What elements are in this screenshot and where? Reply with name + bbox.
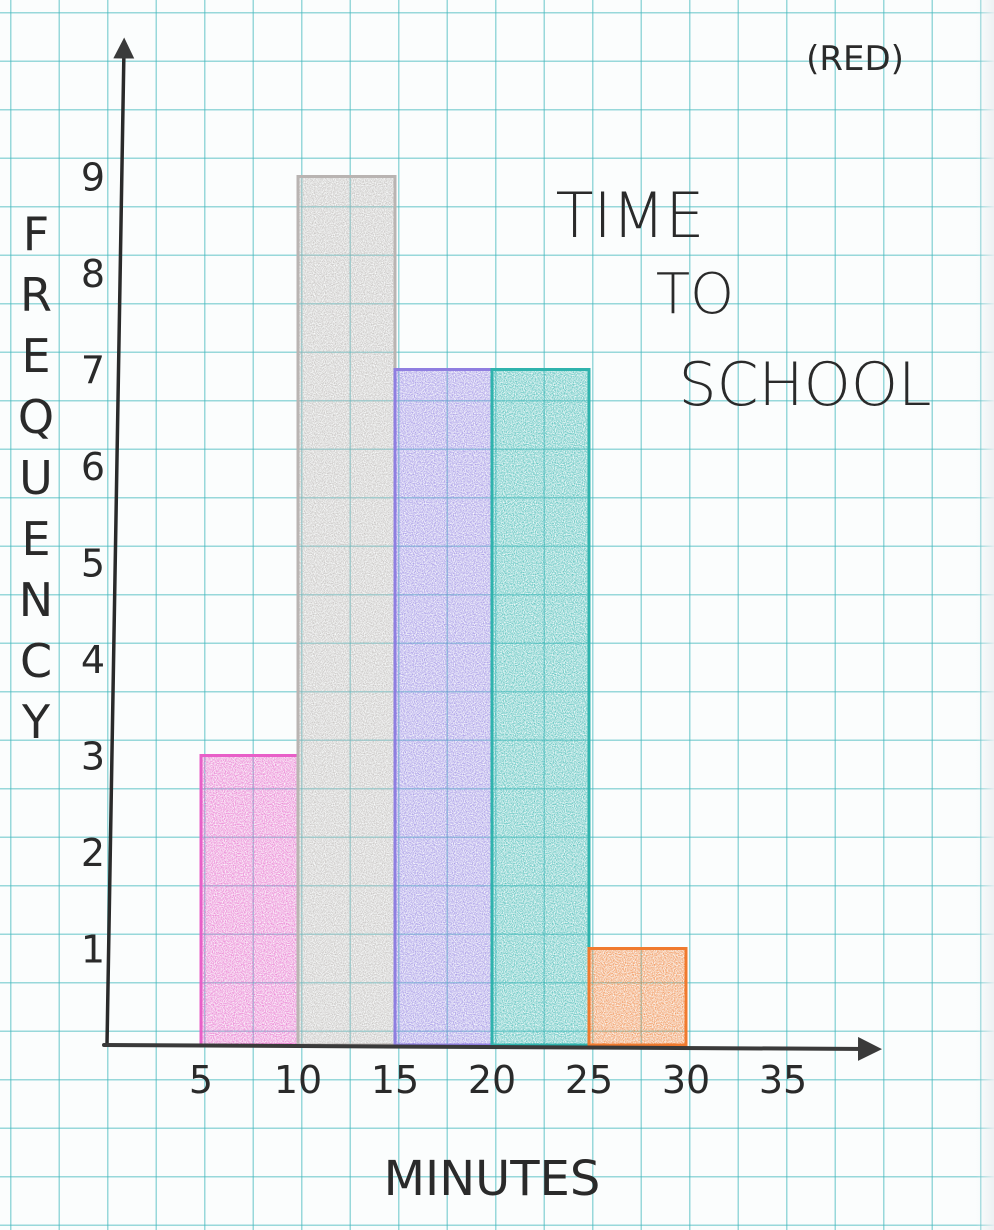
x-tick-label: 30 bbox=[662, 1058, 710, 1102]
y-axis-label-letter: Q bbox=[18, 390, 54, 444]
page-edge bbox=[976, 0, 994, 1230]
color-note: (RED) bbox=[806, 39, 904, 79]
x-tick-label: 35 bbox=[759, 1058, 807, 1102]
y-tick-label: 3 bbox=[81, 735, 105, 779]
histogram-bar-outline-4 bbox=[490, 368, 591, 1047]
y-tick-label: 2 bbox=[81, 831, 105, 875]
y-tick-label: 6 bbox=[81, 445, 105, 489]
y-axis-label-letter: F bbox=[23, 207, 49, 261]
x-axis-label: MINUTES bbox=[384, 1151, 601, 1207]
y-tick-labels: 1 2 3 4 5 6 7 8 9 bbox=[81, 156, 105, 972]
y-axis-label-letter: U bbox=[19, 451, 53, 505]
y-tick-label: 8 bbox=[81, 252, 105, 296]
histogram-bar-outline-5 bbox=[587, 947, 688, 1047]
y-axis-label-letter: E bbox=[21, 512, 50, 566]
chart-title-line-1: TIME bbox=[556, 179, 705, 252]
chart-title: TIME TO SCHOOL bbox=[556, 179, 932, 420]
y-tick-label: 7 bbox=[81, 349, 105, 393]
histogram-bar-2 bbox=[298, 176, 395, 1045]
chart-title-line-3: SCHOOL bbox=[679, 350, 932, 420]
x-tick-labels: 5 10 15 20 25 30 35 bbox=[189, 1058, 807, 1102]
y-axis-label-letter: C bbox=[20, 634, 52, 688]
bars-layer bbox=[199, 175, 688, 1047]
y-axis-label-letter: Y bbox=[21, 695, 51, 749]
y-axis-label-letter: R bbox=[20, 268, 52, 322]
x-tick-label: 5 bbox=[189, 1058, 213, 1102]
x-tick-label: 15 bbox=[371, 1058, 419, 1102]
histogram-bar-3 bbox=[395, 369, 492, 1045]
y-tick-label: 5 bbox=[81, 542, 105, 586]
x-tick-label: 10 bbox=[274, 1058, 322, 1102]
x-axis-line bbox=[102, 1036, 882, 1061]
histogram-bar-1 bbox=[201, 755, 298, 1045]
histogram-bar-4 bbox=[492, 369, 589, 1045]
x-tick-label: 25 bbox=[565, 1058, 613, 1102]
y-axis-label-letter: N bbox=[19, 573, 53, 627]
y-axis-label-letter: E bbox=[21, 329, 50, 383]
y-tick-label: 9 bbox=[81, 156, 105, 200]
y-tick-label: 1 bbox=[81, 928, 105, 972]
chart-title-line-2: TO bbox=[656, 262, 734, 327]
x-tick-label: 20 bbox=[468, 1058, 516, 1102]
histogram-bar-5 bbox=[589, 948, 686, 1045]
y-axis-line bbox=[105, 37, 135, 1047]
y-tick-label: 4 bbox=[81, 638, 105, 682]
